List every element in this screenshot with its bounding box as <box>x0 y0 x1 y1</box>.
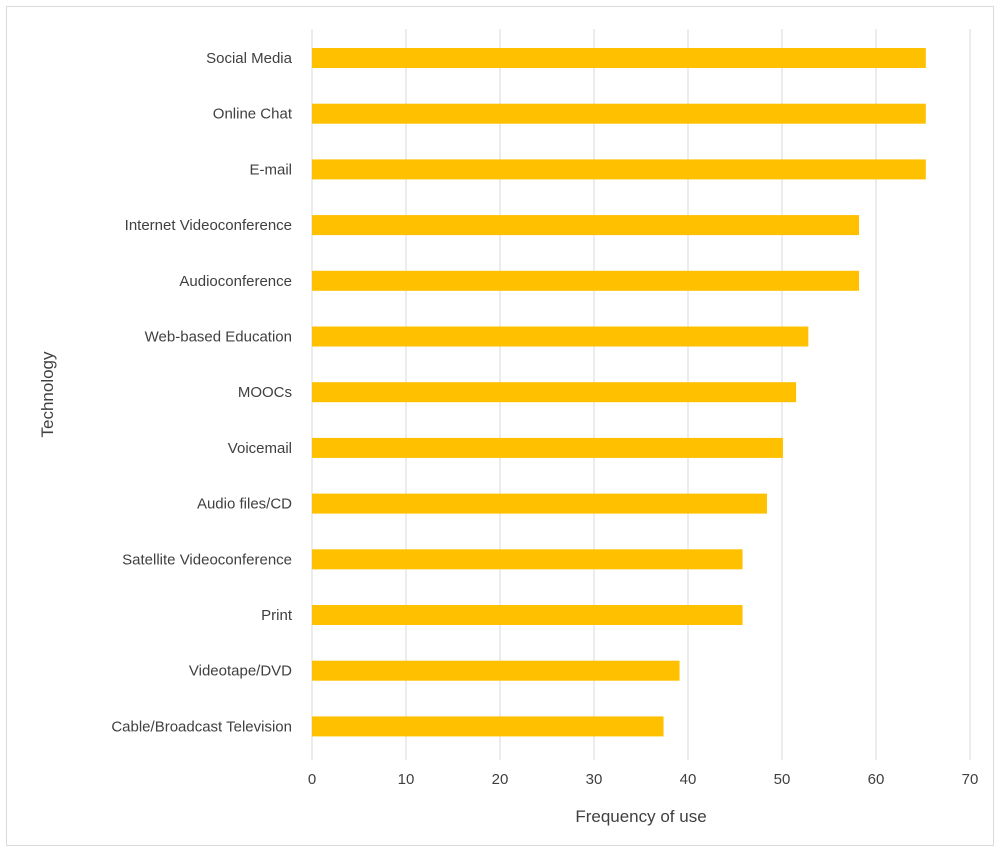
category-label: Web-based Education <box>145 329 292 346</box>
category-label: MOOCs <box>238 384 292 401</box>
bar <box>312 48 926 68</box>
bar <box>312 215 860 236</box>
x-tick-label: 30 <box>586 771 603 788</box>
x-tick-label: 50 <box>774 771 791 788</box>
bar <box>312 326 809 347</box>
bar <box>312 716 664 737</box>
bar <box>312 549 743 570</box>
category-label: Audioconference <box>179 273 292 290</box>
x-axis-title: Frequency of use <box>575 807 706 826</box>
x-tick-labels: 0 10 20 30 40 50 60 70 <box>308 771 979 788</box>
x-tick-label: 0 <box>308 771 316 788</box>
bar <box>312 605 743 625</box>
category-label: Social Media <box>206 50 293 67</box>
category-label: Videotape/DVD <box>189 663 292 680</box>
x-tick-label: 40 <box>680 771 697 788</box>
x-tick-label: 20 <box>492 771 509 788</box>
bars <box>312 48 926 737</box>
category-labels: Social Media Online Chat E-mail Internet Vi… <box>111 50 293 735</box>
bar <box>312 493 767 514</box>
bar <box>312 437 783 458</box>
category-label: Online Chat <box>213 106 293 123</box>
bar <box>312 103 926 124</box>
category-label: E-mail <box>249 161 292 178</box>
x-tick-label: 60 <box>868 771 885 788</box>
bar-chart: Social Media Online Chat E-mail Internet Vi… <box>38 29 979 826</box>
category-label: Voicemail <box>228 440 292 457</box>
bar <box>312 382 797 403</box>
category-label: Satellite Videoconference <box>122 551 292 568</box>
x-tick-label: 70 <box>962 771 979 788</box>
chart-frame: Social Media Online Chat E-mail Internet Vi… <box>6 6 994 846</box>
category-label: Audio files/CD <box>197 496 292 513</box>
x-tick-label: 10 <box>398 771 415 788</box>
bar <box>312 660 680 681</box>
category-label: Internet Videoconference <box>125 217 292 234</box>
category-label: Cable/Broadcast Television <box>111 718 292 735</box>
y-axis-title: Technology <box>38 351 57 438</box>
category-label: Print <box>261 607 293 624</box>
bar <box>312 159 926 180</box>
bar <box>312 270 860 291</box>
